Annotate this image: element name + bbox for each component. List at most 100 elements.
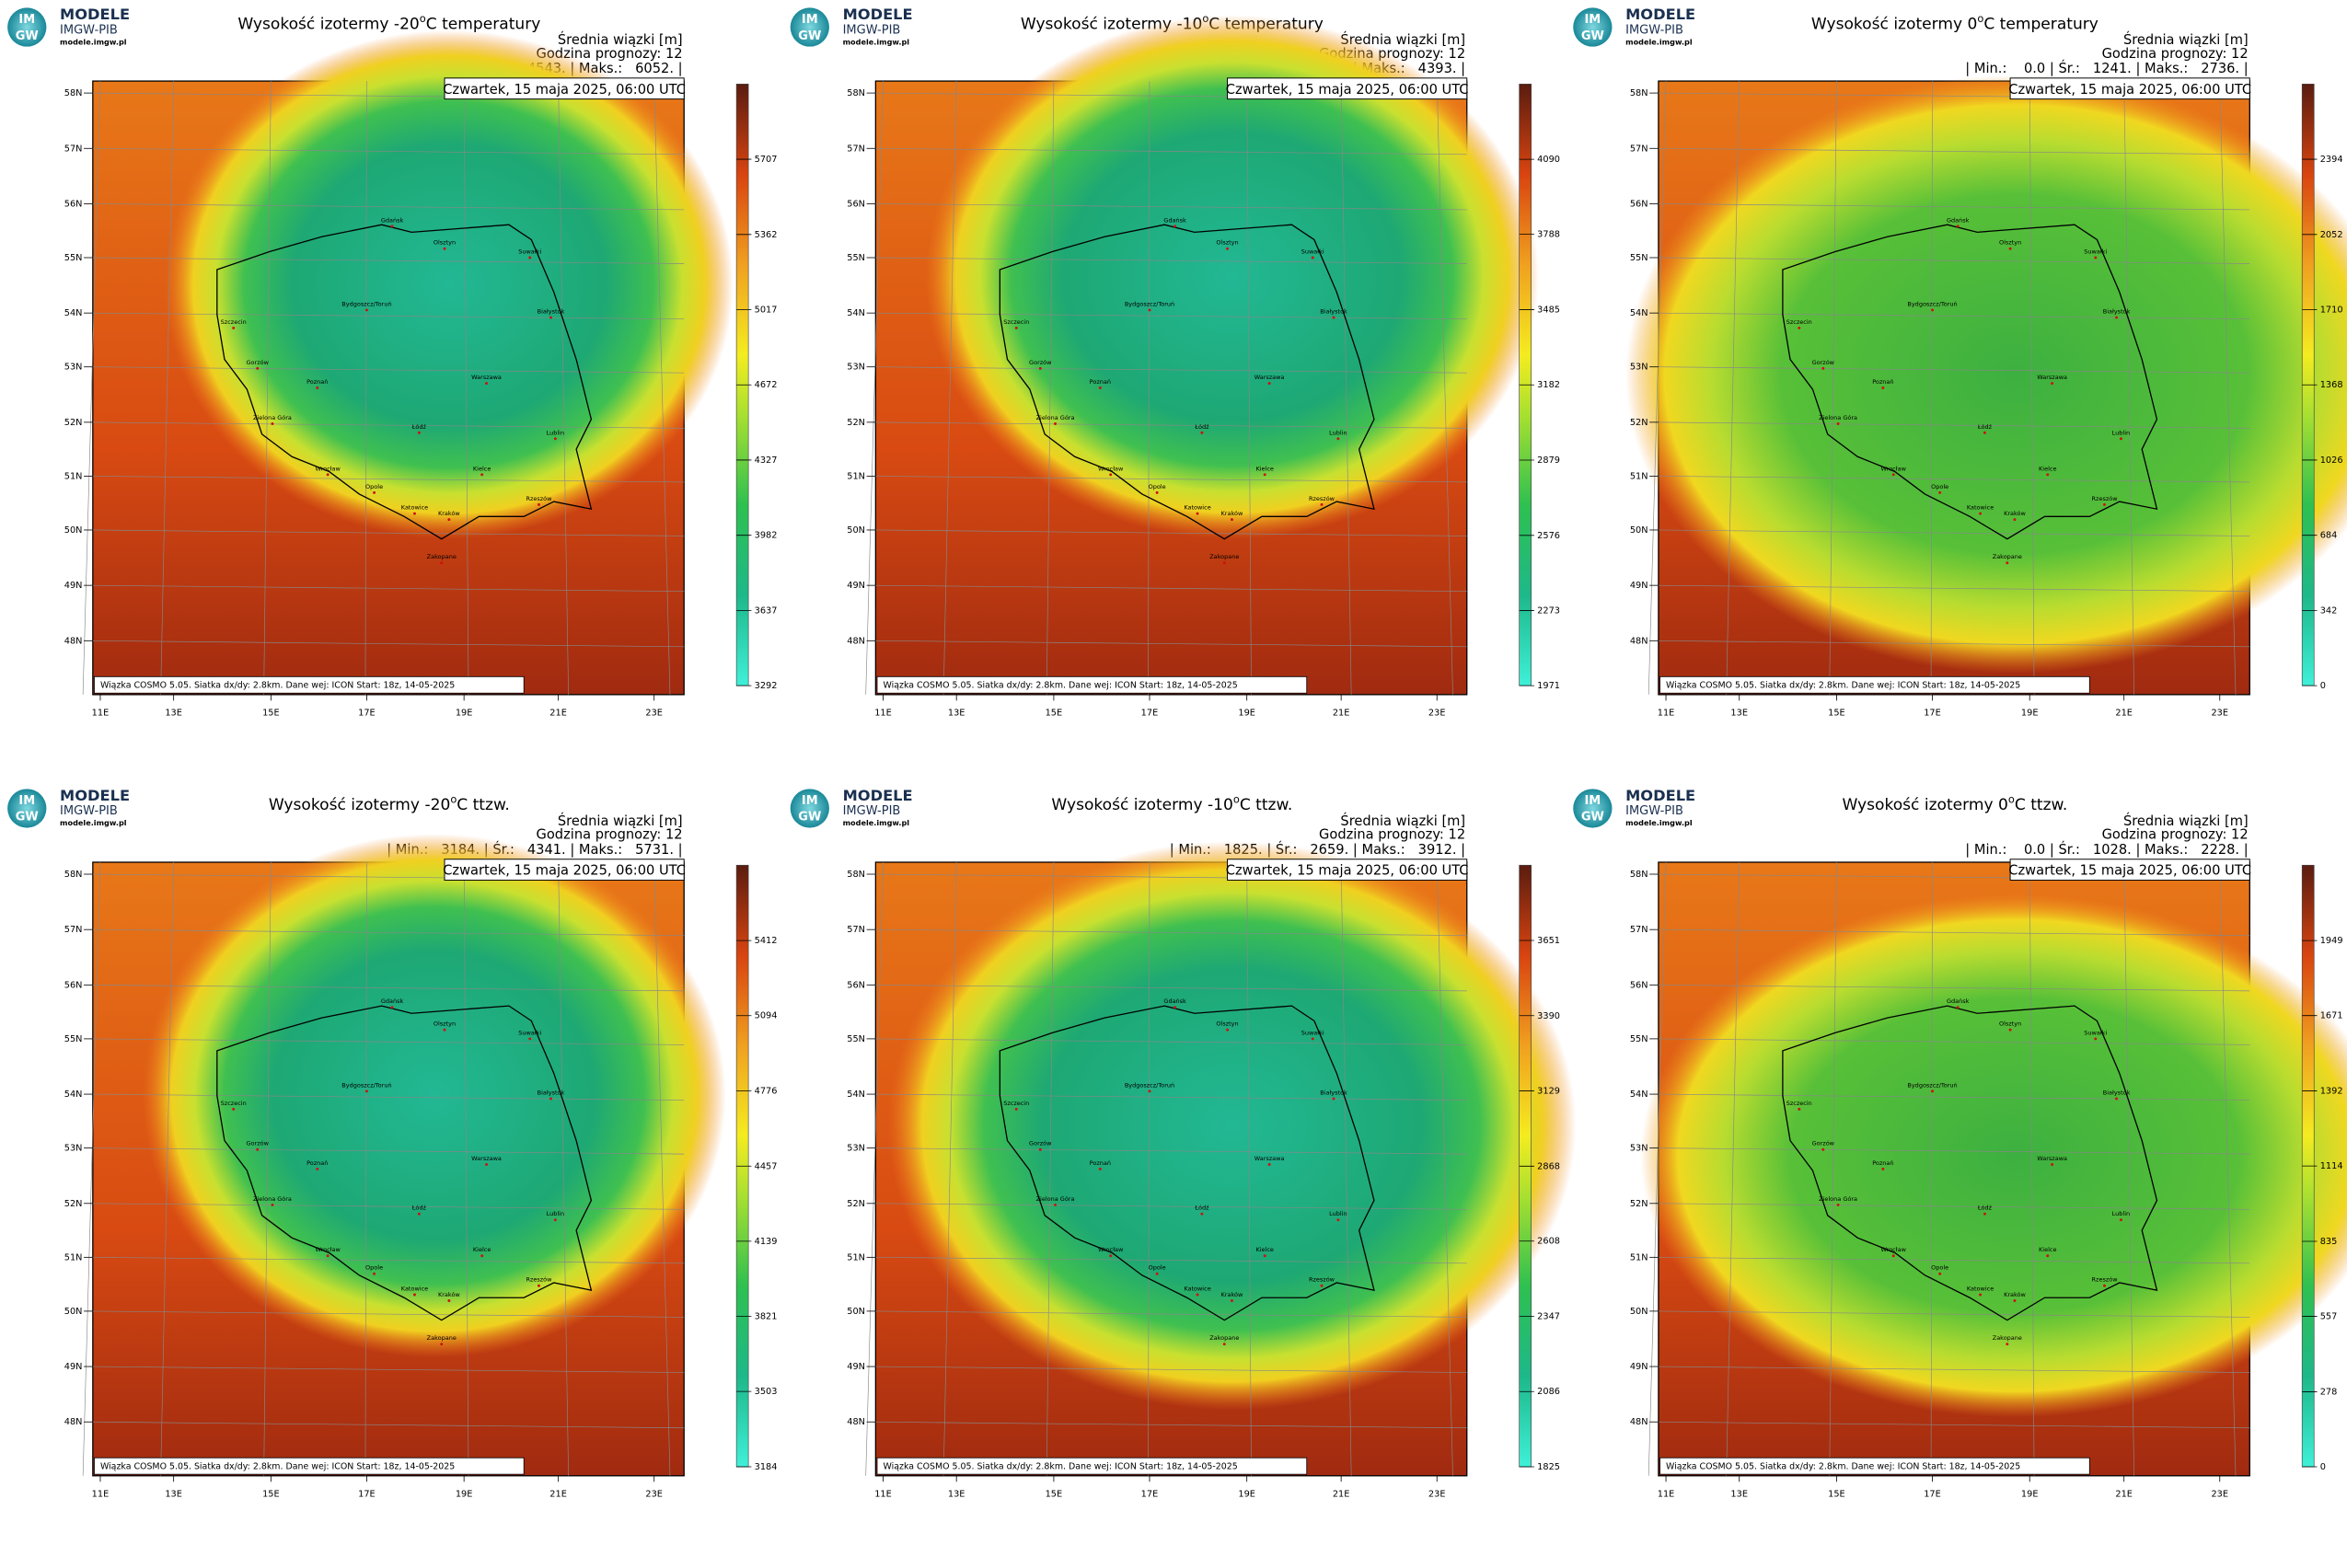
logo-org: IMGW-PIB: [843, 804, 901, 818]
colorbar-tick-label: 3788: [1537, 230, 1560, 240]
graticule: [1148, 81, 1150, 695]
city-label: Wrocław: [1881, 1246, 1907, 1253]
lat-label: 51N: [1630, 1252, 1648, 1262]
colorbar-tick-label: 3182: [1537, 380, 1560, 390]
city-label: Bydgoszcz/Toruń: [1907, 300, 1957, 307]
graticule: [364, 81, 367, 695]
city-label: Szczecin: [1003, 1100, 1029, 1107]
logo-name: MODELE: [60, 6, 130, 23]
graticule: [1648, 81, 1667, 695]
graticule: [1726, 81, 1740, 695]
city-label: Lublin: [1329, 429, 1347, 436]
lat-label: 49N: [1630, 581, 1648, 591]
lat-label: 54N: [847, 308, 865, 318]
lon-label: 11E: [874, 708, 892, 718]
city-dot: [1311, 256, 1314, 259]
stats-heading: Średnia wiązki [m]: [2123, 813, 2249, 829]
graticule: [1046, 862, 1055, 1476]
lat-label: 50N: [64, 1307, 83, 1317]
logo-name: MODELE: [1625, 787, 1695, 804]
lon-label: 17E: [1141, 1489, 1159, 1499]
colorbar-tick-label: 4776: [755, 1086, 778, 1096]
lat-label: 51N: [1630, 471, 1648, 481]
graticule: [942, 861, 957, 1476]
city-label: Kraków: [2004, 510, 2026, 517]
city-label: Gorzów: [247, 1140, 270, 1147]
city-dot: [537, 502, 540, 506]
city-dot: [1320, 502, 1324, 506]
city-label: Suwałki: [518, 248, 541, 255]
city-dot: [2006, 1343, 2009, 1346]
colorbar-tick-label: 835: [2320, 1237, 2338, 1247]
lat-label: 51N: [64, 1252, 83, 1262]
title-text: Wysokość izotermy -10: [1051, 796, 1232, 814]
city-label: Gorzów: [1812, 359, 1835, 366]
city-label: Szczecin: [221, 1100, 247, 1107]
lon-label: 15E: [1046, 1489, 1063, 1499]
lat-label: 54N: [847, 1090, 865, 1100]
lon-label: 23E: [645, 708, 663, 718]
panel-title: Wysokość izotermy 0oC ttzw.: [1842, 792, 2067, 814]
lon-label: 21E: [2115, 1489, 2133, 1499]
graticule: [1726, 861, 1740, 1476]
graticule: [463, 81, 469, 695]
title-text: C ttzw.: [457, 796, 510, 814]
graticule: [865, 81, 884, 695]
lat-label: 52N: [847, 418, 865, 428]
city-dot: [1263, 473, 1266, 477]
colorbar-tick-label: 2608: [1537, 1237, 1560, 1247]
city-label: Zakopane: [1209, 1334, 1239, 1342]
graticule: [92, 312, 685, 319]
lon-label: 19E: [1238, 1489, 1255, 1499]
lat-label: 52N: [847, 1199, 865, 1209]
stats-heading: Średnia wiązki [m]: [2123, 31, 2249, 48]
city-label: Kraków: [438, 1291, 460, 1298]
city-dot: [1821, 366, 1825, 370]
graticule: [92, 640, 685, 648]
city-label: Kielce: [473, 1246, 491, 1253]
logo-mark-text: IM: [18, 794, 35, 808]
colorbar-tick-label: 557: [2320, 1312, 2338, 1322]
footer: Wiązka COSMO 5.05. Siatka dx/dy: 2.8km. …: [884, 681, 1238, 691]
footer-box: [876, 675, 1308, 694]
city-dot: [549, 316, 552, 319]
city-label: Warszawa: [1254, 1155, 1285, 1162]
graticule: [1658, 421, 2250, 429]
city-dot: [1983, 1212, 1986, 1216]
city-dot: [2051, 382, 2054, 386]
graticule: [653, 861, 671, 1476]
city-label: Rzeszów: [1309, 495, 1335, 502]
city-label: Łódź: [1194, 1205, 1209, 1212]
city-label: Kraków: [1221, 1291, 1243, 1298]
colorbar-tick-label: 4672: [755, 380, 778, 390]
lon-label: 13E: [165, 708, 182, 718]
city-label: Olsztyn: [434, 239, 456, 247]
graticule: [1046, 81, 1055, 695]
city-label: Rzeszów: [2092, 1276, 2119, 1284]
stats: | Min.: 0.0 | Śr.: 1241. | Maks.: 2736. …: [1965, 60, 2248, 76]
lat-label: 50N: [1630, 1307, 1648, 1317]
lon-label: 19E: [2021, 1489, 2039, 1499]
graticule: [1658, 985, 2250, 992]
city-dot: [2046, 1254, 2050, 1258]
footer-box: [876, 1457, 1308, 1475]
city-dot: [480, 1254, 484, 1258]
city-dot: [373, 490, 376, 494]
lat-label: 50N: [64, 525, 83, 536]
city-dot: [1109, 473, 1113, 477]
title-text: C ttzw.: [1240, 796, 1293, 814]
lon-label: 15E: [262, 1489, 280, 1499]
lat-label: 55N: [64, 1034, 83, 1044]
city-label: Warszawa: [471, 374, 502, 381]
city-label: Wrocław: [1098, 465, 1124, 472]
logo-org: IMGW-PIB: [843, 23, 901, 37]
lon-label: 23E: [2211, 708, 2228, 718]
graticule: [1658, 1093, 2250, 1101]
city-dot: [1956, 1006, 1960, 1009]
date: Czwartek, 15 maja 2025, 06:00 UTC: [443, 82, 686, 98]
city-dot: [1336, 1218, 1340, 1222]
logo-name: MODELE: [843, 787, 913, 804]
graticule: [1436, 81, 1453, 695]
lon-label: 19E: [2021, 708, 2039, 718]
